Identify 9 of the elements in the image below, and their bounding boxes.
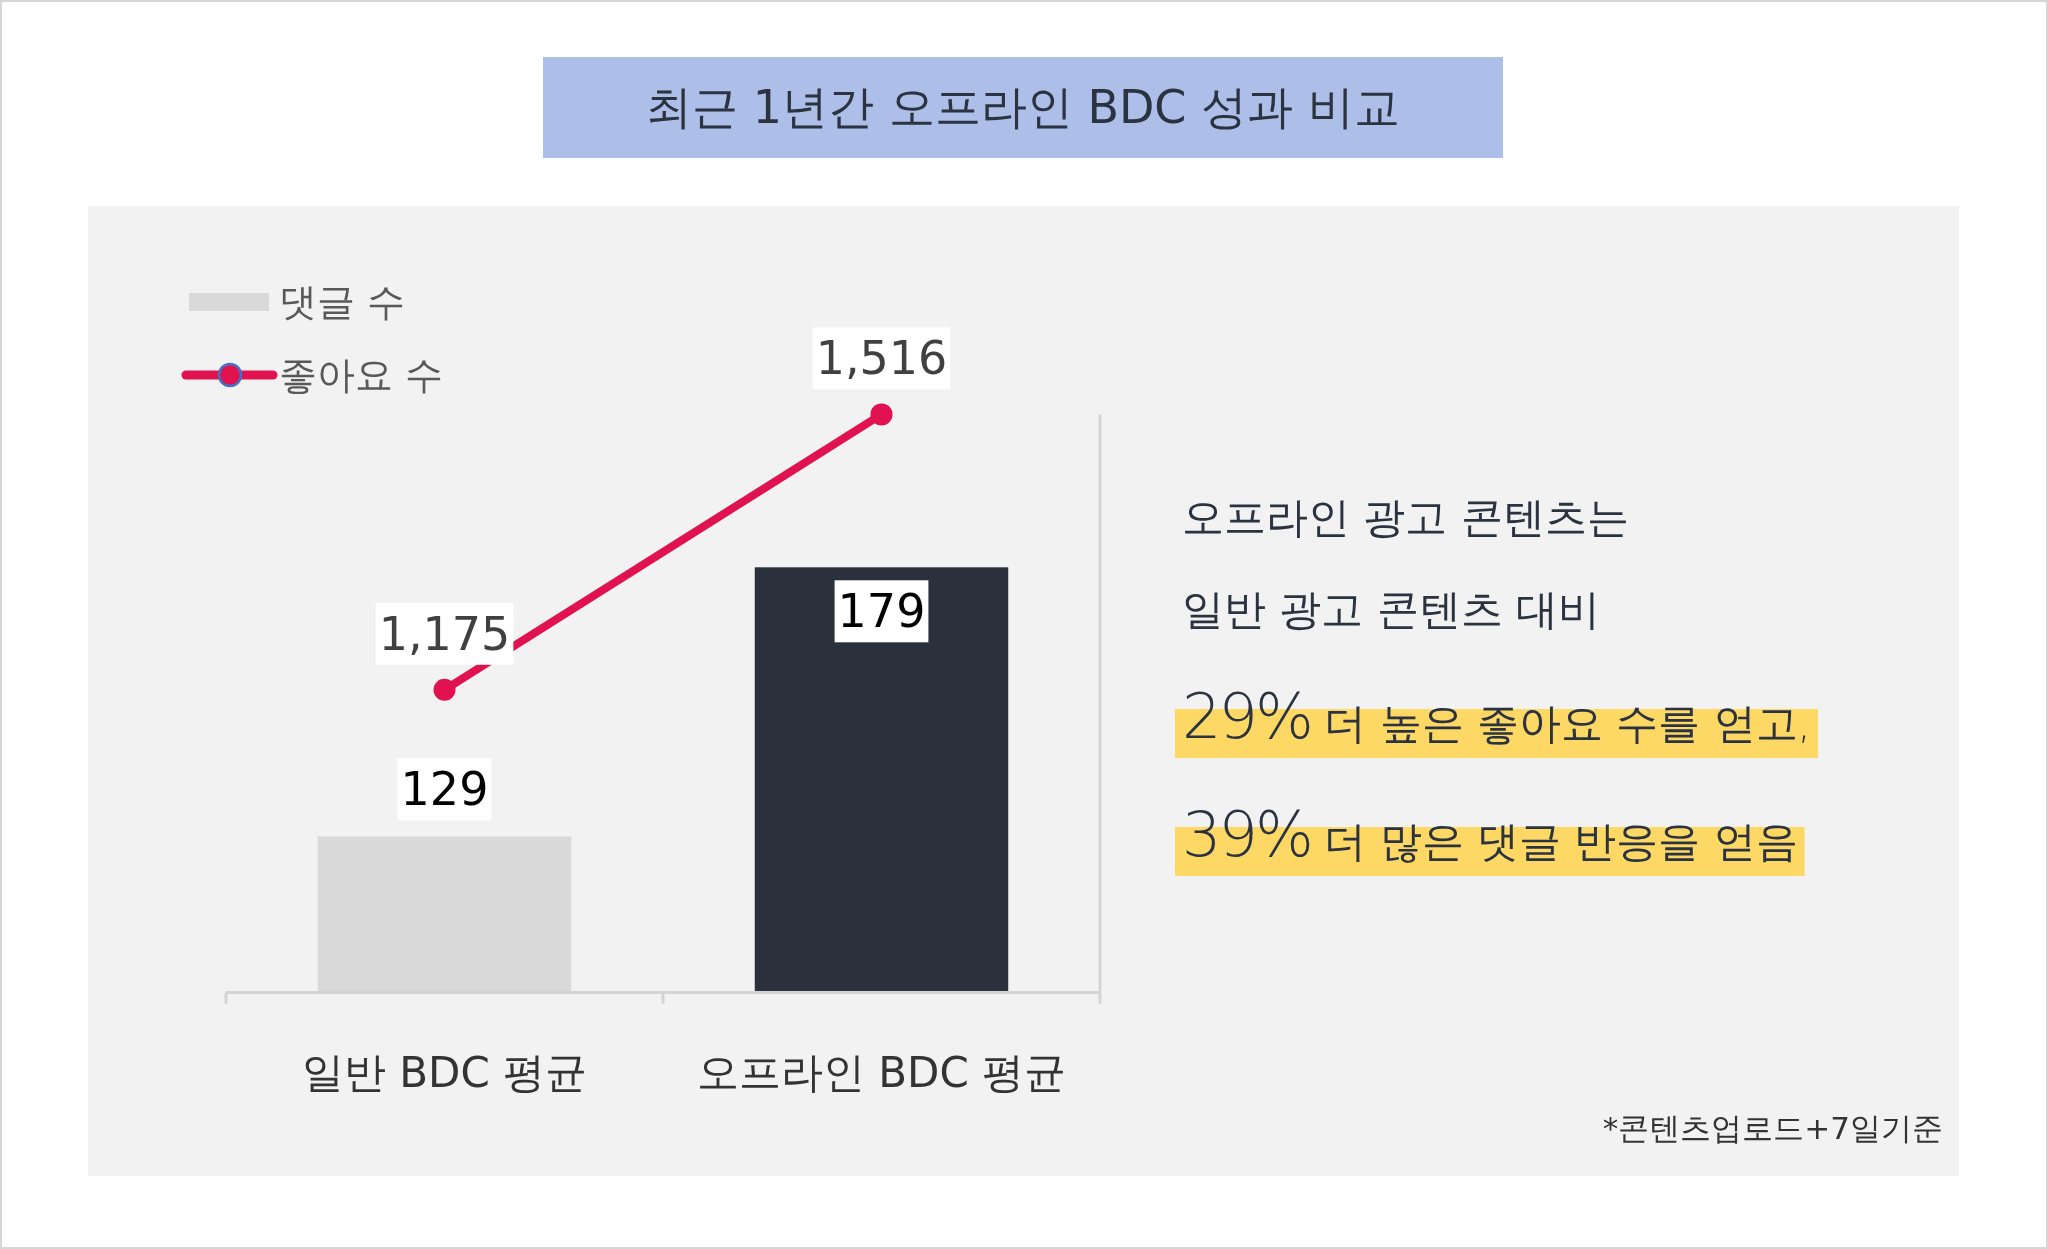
title: 최근 1년간 오프라인 BDC 성과 비교 bbox=[646, 80, 1400, 134]
data-label: 1,175 bbox=[378, 606, 511, 661]
data-label: 129 bbox=[400, 762, 489, 817]
legend-label: 댓글 수 bbox=[279, 280, 406, 324]
x-tick-label: 일반 BDC 평균 bbox=[301, 1047, 588, 1097]
data-label: 179 bbox=[837, 584, 926, 639]
legend-label: 좋아요 수 bbox=[279, 353, 444, 397]
x-tick-label: 오프라인 BDC 평균 bbox=[696, 1047, 1067, 1097]
data-label: 1,516 bbox=[815, 331, 948, 386]
